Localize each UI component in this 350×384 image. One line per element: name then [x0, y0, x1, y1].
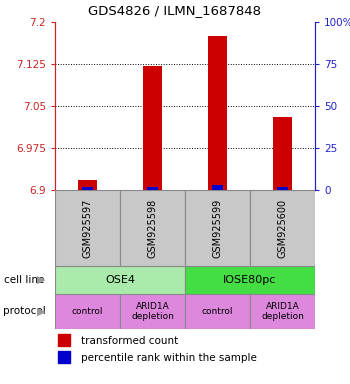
Bar — [273, 117, 292, 190]
Bar — [58, 334, 70, 346]
Text: transformed count: transformed count — [81, 336, 178, 346]
Text: IOSE80pc: IOSE80pc — [223, 275, 277, 285]
Bar — [55, 266, 185, 294]
Bar — [185, 190, 250, 266]
Bar — [212, 185, 223, 190]
Bar — [120, 294, 185, 329]
Text: protocol: protocol — [4, 306, 46, 316]
Text: GSM925600: GSM925600 — [278, 199, 287, 258]
Bar — [120, 190, 185, 266]
Bar — [185, 266, 315, 294]
Text: ▶: ▶ — [37, 306, 45, 316]
Bar — [82, 187, 93, 190]
Text: GSM925598: GSM925598 — [147, 199, 158, 258]
Text: ▶: ▶ — [37, 275, 45, 285]
Bar — [276, 187, 288, 190]
Bar — [58, 351, 70, 363]
Text: OSE4: OSE4 — [105, 275, 135, 285]
Text: control: control — [72, 307, 103, 316]
Bar — [55, 294, 120, 329]
Text: GSM925597: GSM925597 — [83, 198, 92, 258]
Bar — [185, 294, 250, 329]
Bar — [250, 294, 315, 329]
Text: GDS4826 / ILMN_1687848: GDS4826 / ILMN_1687848 — [89, 4, 261, 17]
Text: cell line: cell line — [4, 275, 44, 285]
Bar — [250, 190, 315, 266]
Text: percentile rank within the sample: percentile rank within the sample — [81, 353, 257, 362]
Bar — [147, 187, 159, 190]
Bar — [55, 190, 120, 266]
Text: ARID1A
depletion: ARID1A depletion — [131, 302, 174, 321]
Text: ARID1A
depletion: ARID1A depletion — [261, 302, 304, 321]
Bar — [144, 66, 162, 190]
Bar — [208, 36, 226, 190]
Bar — [78, 180, 97, 190]
Text: control: control — [202, 307, 233, 316]
Text: GSM925599: GSM925599 — [212, 199, 223, 258]
